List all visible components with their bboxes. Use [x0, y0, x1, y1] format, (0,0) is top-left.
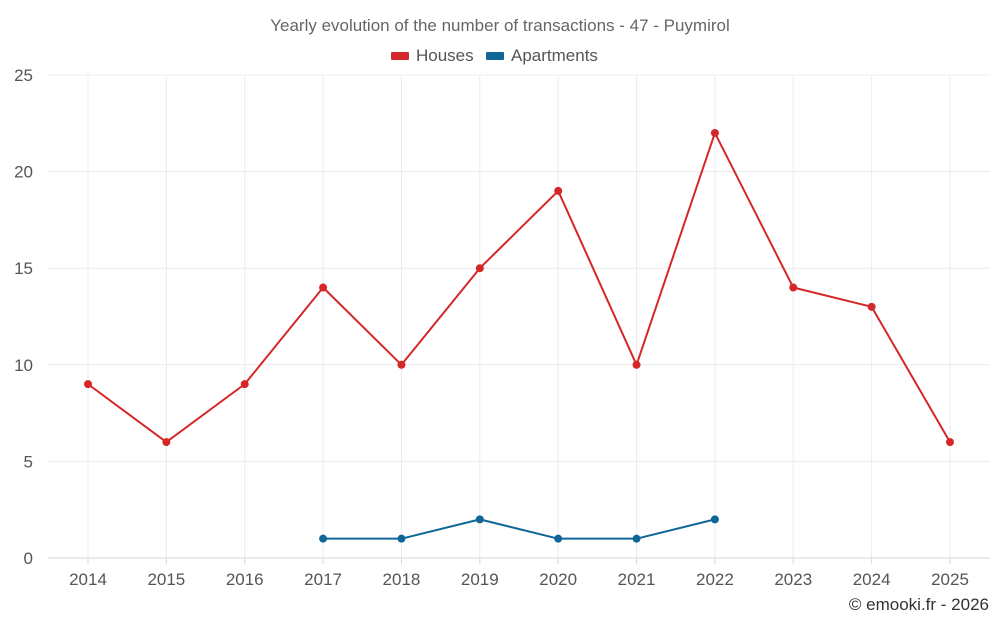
- data-point-apartments-2018[interactable]: [397, 534, 406, 543]
- y-tick-label: 20: [14, 163, 33, 182]
- x-tick-label: 2014: [69, 570, 107, 589]
- data-point-houses-2017[interactable]: [319, 283, 328, 292]
- x-tick-label: 2019: [461, 570, 499, 589]
- x-tick-label: 2023: [774, 570, 812, 589]
- data-point-apartments-2021[interactable]: [632, 534, 641, 543]
- legend-label-houses: Houses: [416, 46, 474, 65]
- credit-text: © emooki.fr - 2026: [849, 595, 989, 614]
- data-point-apartments-2020[interactable]: [554, 534, 563, 543]
- data-point-apartments-2022[interactable]: [710, 515, 719, 524]
- y-tick-label: 0: [24, 549, 33, 568]
- x-tick-label: 2018: [383, 570, 421, 589]
- x-tick-label: 2020: [539, 570, 577, 589]
- x-tick-label: 2016: [226, 570, 264, 589]
- y-tick-label: 15: [14, 259, 33, 278]
- series-line-houses: [87, 131, 951, 444]
- data-point-houses-2015[interactable]: [162, 438, 171, 447]
- grid: [48, 74, 990, 558]
- x-tick-label: 2015: [147, 570, 185, 589]
- data-point-houses-2020[interactable]: [554, 186, 563, 195]
- x-tick-label: 2022: [696, 570, 734, 589]
- legend-swatch-houses: [391, 52, 409, 60]
- data-point-apartments-2019[interactable]: [475, 515, 484, 524]
- data-point-houses-2018[interactable]: [397, 360, 406, 369]
- legend-item-apartments[interactable]: Apartments: [486, 46, 598, 65]
- data-point-houses-2025[interactable]: [946, 438, 954, 447]
- series-layer: [84, 128, 954, 543]
- x-tick-label: 2021: [618, 570, 656, 589]
- legend-item-houses[interactable]: Houses: [391, 46, 474, 65]
- legend-swatch-apartments: [486, 52, 504, 60]
- y-tick-label: 25: [14, 66, 33, 85]
- data-point-apartments-2017[interactable]: [319, 534, 328, 543]
- legend-label-apartments: Apartments: [511, 46, 598, 65]
- chart-title: Yearly evolution of the number of transa…: [270, 16, 730, 35]
- data-point-houses-2016[interactable]: [240, 380, 249, 389]
- data-point-houses-2021[interactable]: [632, 360, 641, 369]
- y-tick-label: 10: [14, 356, 33, 375]
- data-point-houses-2019[interactable]: [475, 264, 484, 273]
- series-line-apartments: [323, 518, 716, 540]
- x-tick-label: 2017: [304, 570, 342, 589]
- data-point-houses-2022[interactable]: [710, 128, 719, 137]
- data-point-houses-2014[interactable]: [84, 380, 92, 389]
- x-tick-label: 2025: [931, 570, 969, 589]
- data-point-houses-2023[interactable]: [789, 283, 798, 292]
- y-tick-label: 5: [24, 452, 33, 471]
- legend: Houses Apartments: [391, 46, 598, 65]
- x-tick-label: 2024: [853, 570, 891, 589]
- data-point-houses-2024[interactable]: [867, 302, 876, 311]
